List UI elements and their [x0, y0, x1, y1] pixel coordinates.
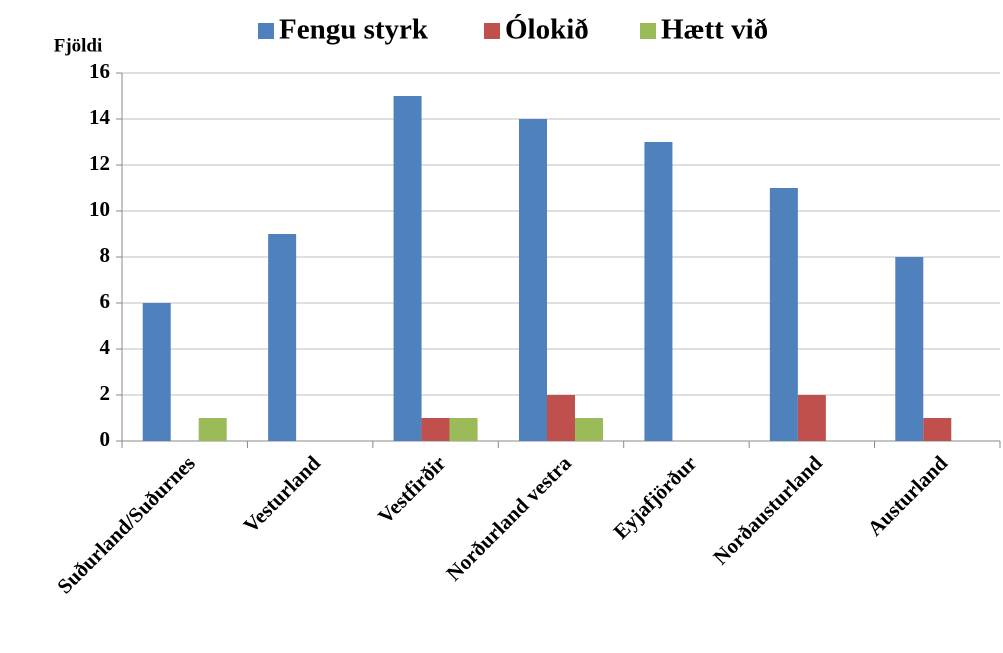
y-tick-label: 14: [89, 105, 111, 129]
y-tick-label: 2: [100, 381, 111, 405]
bar: [142, 303, 171, 441]
bar: [268, 234, 297, 441]
y-tick-label: 10: [89, 197, 110, 221]
bar: [421, 418, 450, 441]
x-tick-label: Norðurland vestra: [441, 451, 576, 586]
bar: [644, 142, 673, 441]
x-tick-label: Vesturland: [239, 451, 326, 538]
bar: [575, 418, 603, 441]
legend-swatch: [258, 23, 274, 39]
x-tick-label: Vestfirðir: [373, 451, 450, 528]
bar: [797, 395, 826, 441]
legend-label: Fengu styrk: [279, 14, 429, 46]
y-tick-label: 6: [100, 289, 111, 313]
bar: [895, 257, 924, 441]
x-tick-label: Eyjafjörður: [609, 451, 702, 544]
legend-swatch: [640, 23, 656, 39]
legend-label: Hætt við: [661, 14, 768, 46]
y-tick-label: 16: [89, 59, 110, 83]
y-axis-label: Fjöldi: [54, 35, 103, 56]
x-tick-label: Austurland: [863, 451, 953, 541]
bar: [198, 418, 227, 441]
x-tick-label: Suðurland/Suðurnes: [52, 451, 199, 598]
bar: [769, 188, 798, 441]
legend-swatch: [484, 23, 500, 39]
x-tick-label: Norðausturland: [708, 451, 827, 570]
bar: [923, 418, 952, 441]
y-tick-label: 0: [100, 427, 111, 451]
bar: [519, 119, 547, 441]
y-tick-label: 4: [100, 335, 111, 359]
bar: [393, 96, 422, 441]
y-tick-label: 8: [100, 243, 111, 267]
bar: [547, 395, 575, 441]
y-tick-label: 12: [89, 151, 110, 175]
bar: [449, 418, 478, 441]
legend-label: Ólokið: [505, 13, 589, 46]
